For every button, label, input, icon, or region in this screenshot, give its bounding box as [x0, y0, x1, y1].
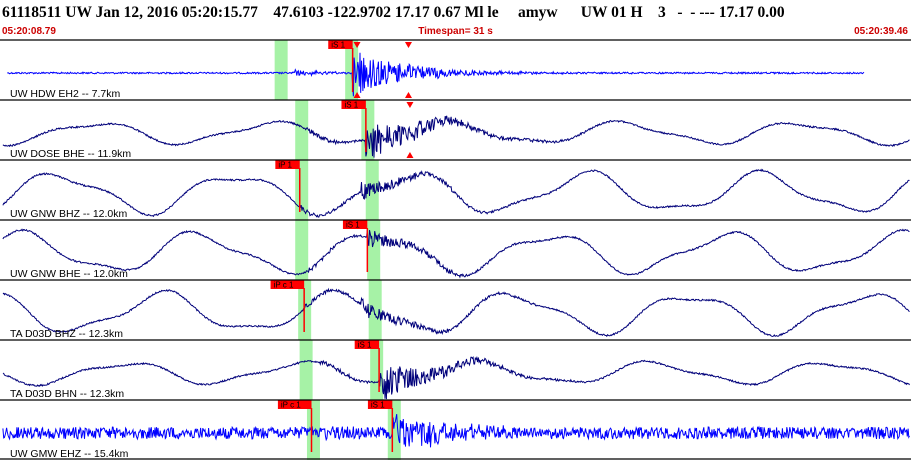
pick-label: iS 1	[358, 341, 372, 350]
trace-label: UW GNW BHE -- 12.0km	[10, 268, 128, 280]
pick-window	[361, 100, 375, 160]
event-header: 61118511 UW Jan 12, 2016 05:20:15.77 47.…	[2, 4, 785, 21]
waveform-line	[2, 355, 910, 400]
waveform-line	[7, 52, 865, 97]
trace-label: UW GNW BHZ -- 12.0km	[10, 208, 128, 220]
trace-panel[interactable]: iP c 1 TA D03D BHZ -- 12.3km	[0, 279, 911, 340]
waveform-line	[2, 287, 910, 338]
pick-label: iP c 1	[281, 401, 301, 410]
trace-panel[interactable]: iS 1 UW GNW BHE -- 12.0km	[0, 219, 911, 280]
pick-flag[interactable]	[342, 220, 368, 229]
pick-window	[295, 220, 309, 280]
trace-label: TA D03D BHN -- 12.3km	[10, 388, 124, 400]
trace-panel[interactable]: iS 1 UW DOSE BHE -- 11.9km	[0, 99, 911, 160]
pick-window	[295, 160, 309, 220]
amplitude-marker-bottom	[353, 92, 361, 98]
pick-window	[368, 280, 382, 340]
amplitude-marker-top	[404, 42, 412, 48]
pick-window	[367, 220, 381, 280]
pick-flag[interactable]	[354, 340, 380, 349]
trace-panel[interactable]: iP c 1 iS 1 UW GMW EHZ -- 15.4km	[0, 399, 911, 460]
waveform-line	[2, 115, 910, 158]
trace-label: UW DOSE BHE -- 11.9km	[10, 148, 131, 160]
pick-label: iP 1	[278, 161, 292, 170]
waveform-line	[2, 168, 910, 218]
trace-panel[interactable]: iP 1 UW GNW BHZ -- 12.0km	[0, 159, 911, 220]
trace-label: UW GMW EHZ -- 15.4km	[10, 448, 129, 460]
trace-panel[interactable]: iS 1 TA D03D BHN -- 12.3km	[0, 339, 911, 400]
amplitude-marker-bottom	[404, 92, 412, 98]
trace-label: TA D03D BHZ -- 12.3km	[10, 328, 123, 340]
pick-window	[387, 400, 401, 460]
waveform-line	[2, 228, 910, 279]
pick-label: iS 1	[331, 41, 345, 50]
amplitude-marker-bottom	[406, 152, 414, 158]
pick-window	[295, 100, 309, 160]
amplitude-marker-top	[406, 102, 414, 108]
pick-label: iS 1	[346, 221, 360, 230]
end-time: 05:20:39.46	[854, 26, 908, 37]
pick-flag[interactable]	[277, 400, 312, 409]
trace-label: UW HDW EH2 -- 7.7km	[10, 88, 121, 100]
pick-flag[interactable]	[341, 100, 366, 109]
pick-window	[306, 400, 320, 460]
timespan: Timespan= 31 s	[418, 26, 493, 37]
waveform-line	[2, 414, 910, 448]
pick-flag[interactable]	[328, 40, 353, 49]
pick-label: iS 1	[344, 101, 358, 110]
pick-window	[365, 160, 379, 220]
pick-flag[interactable]	[367, 400, 393, 409]
pick-label: iS 1	[371, 401, 385, 410]
pick-label: iP c 1	[274, 281, 294, 290]
pick-flag[interactable]	[270, 280, 305, 289]
pick-window	[299, 340, 313, 400]
pick-window	[274, 40, 288, 100]
trace-panel[interactable]: iS 1 UW HDW EH2 -- 7.7km	[0, 39, 911, 100]
pick-flag[interactable]	[275, 160, 300, 169]
amplitude-marker-top	[353, 42, 361, 48]
start-time: 05:20:08.79	[2, 26, 56, 37]
pick-window	[345, 40, 359, 100]
